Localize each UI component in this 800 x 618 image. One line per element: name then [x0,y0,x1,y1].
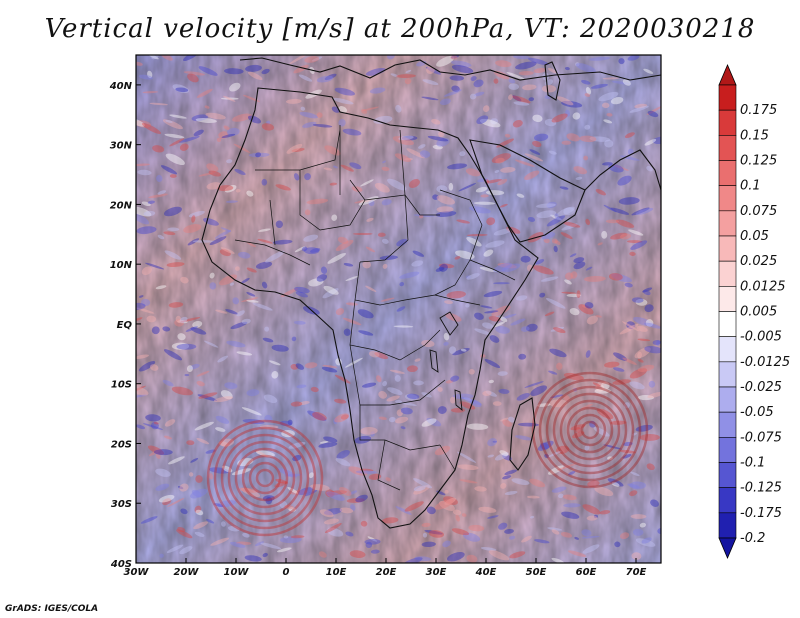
lon-tick-label: 20W [174,567,200,578]
lat-tick-label: 30S [111,499,132,510]
colorbar-label: 0.075 [740,204,777,219]
colorbar-swatch [718,84,737,111]
colorbar-swatch [718,487,737,514]
colorbar-label: 0.175 [740,103,777,118]
lon-tick-label: 30W [124,567,150,578]
lat-tick-label: 10N [110,260,133,271]
colorbar-label: 0.005 [740,305,777,320]
colorbar-label: -0.075 [740,430,782,445]
colorbar-label: -0.025 [740,380,782,395]
lon-tick-label: 70E [626,567,647,578]
lon-tick-label: 0 [283,567,290,578]
colorbar-swatch [718,260,737,287]
colorbar: 0.175 0.15 0.125 0.1 0.075 0.05 0.025 0.0125 0.0… [718,63,790,560]
velocity-field [136,55,661,563]
great-lakes [429,311,463,412]
lat-tick-label: 10S [111,380,132,391]
credit-text: GrADS: IGES/COLA [5,604,99,614]
colorbar-label: -0.1 [740,456,765,471]
country-borders [234,125,516,491]
lat-tick-label: 40S [110,559,132,570]
latitude-axis: 40N 30N 20N 10N EQ 10S 20S 30S 40S [109,81,141,570]
coastlines [201,57,662,529]
colorbar-swatch [718,361,737,388]
colorbar-swatch [718,311,737,337]
africa-coastline [201,87,539,529]
colorbar-swatch [718,210,737,237]
colorbar-swatch [718,286,737,312]
colorbar-swatch [718,160,737,186]
colorbar-label: 0.125 [740,154,777,169]
colorbar-swatch [718,462,737,488]
colorbar-label: -0.2 [740,531,765,546]
lon-tick-label: 40E [475,567,497,578]
colorbar-label: -0.005 [740,330,782,345]
caspian-sea [544,61,561,101]
colorbar-label: 0.1 [740,179,761,194]
colorbar-label: -0.05 [740,405,774,420]
lat-tick-label: 40N [109,81,133,92]
lat-tick-label: 20S [111,439,132,450]
europe-coast [239,57,662,81]
colorbar-swatch [718,386,737,413]
colorbar-swatch [718,512,737,539]
lat-tick-label: 20N [110,200,133,211]
lon-tick-label: 10W [224,567,250,578]
india-iran-coast [584,149,662,191]
lat-tick-label: EQ [117,320,133,331]
lon-tick-label: 30E [426,567,447,578]
longitude-axis: 30W 20W 10W 0 10E 20E 30E 40E 50E 60E 70E [124,558,647,578]
arabian-peninsula [469,139,586,243]
madagascar [509,397,536,471]
lon-tick-label: 20E [376,567,397,578]
lon-tick-label: 10E [326,567,347,578]
plot-frame [135,54,662,564]
colorbar-label: 0.15 [740,128,769,143]
colorbar-swatch [718,336,737,363]
colorbar-bottom-arrow [718,537,737,560]
colorbar-label: 0.05 [740,229,769,244]
colorbar-swatch [718,235,737,262]
colorbar-top-arrow [718,63,737,86]
colorbar-swatch [718,185,737,212]
colorbar-label: -0.175 [740,506,782,521]
colorbar-label: -0.0125 [740,355,790,370]
colorbar-swatch [718,411,737,438]
lon-tick-label: 50E [526,567,547,578]
colorbar-swatch [718,437,737,463]
colorbar-swatch [718,109,737,136]
lat-tick-label: 30N [110,141,133,152]
colorbar-label: -0.125 [740,481,782,496]
colorbar-label: 0.0125 [740,279,786,294]
colorbar-label: 0.025 [740,254,777,269]
colorbar-swatch [718,135,737,161]
chart-title: Vertical velocity [m/s] at 200hPa, VT: 2… [44,14,756,44]
lon-tick-label: 60E [576,567,597,578]
